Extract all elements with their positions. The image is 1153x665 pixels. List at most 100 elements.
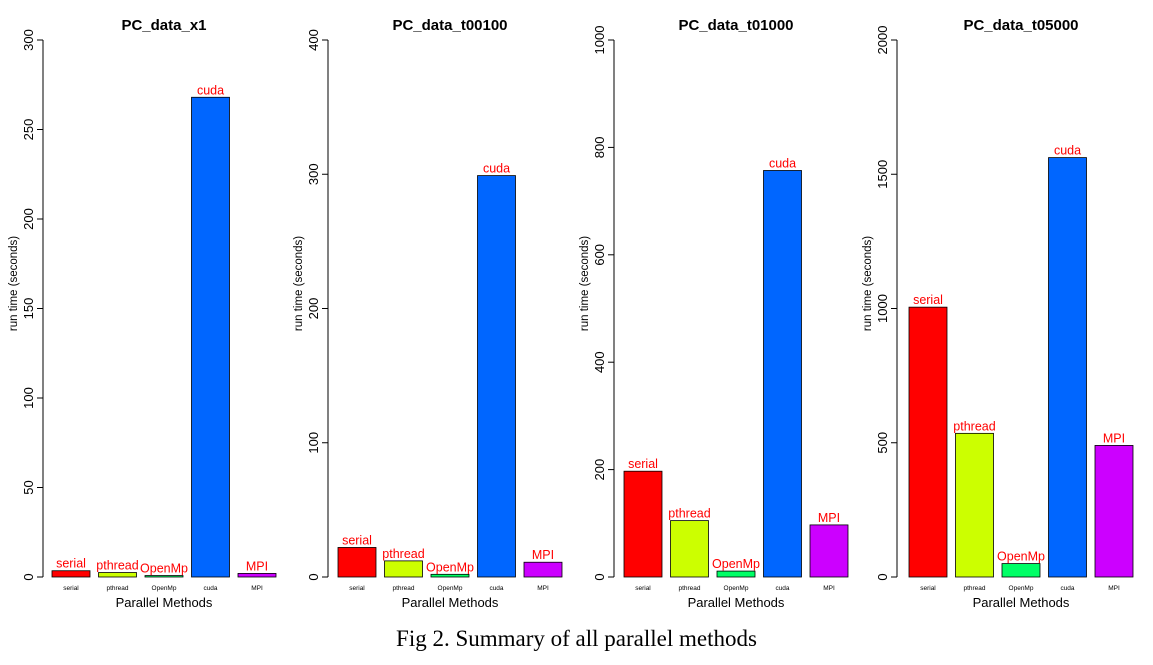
x-category-label: MPI bbox=[823, 585, 835, 592]
y-tick-label: 0 bbox=[875, 573, 890, 580]
bar-data-label: cuda bbox=[769, 156, 796, 170]
bar-data-label: MPI bbox=[246, 559, 268, 573]
bar-cuda bbox=[763, 170, 802, 578]
chart-title: PC_data_t00100 bbox=[392, 17, 507, 34]
bar-pthread bbox=[955, 432, 994, 578]
bar-mpi bbox=[1094, 445, 1134, 578]
x-category-label: MPI bbox=[1108, 585, 1120, 592]
bar-data-label: pthread bbox=[668, 507, 710, 521]
bar-data-label: OpenMp bbox=[712, 557, 760, 571]
y-tick-label: 1500 bbox=[875, 160, 890, 189]
bar-data-label: OpenMp bbox=[997, 550, 1045, 564]
x-category-label: serial bbox=[635, 585, 651, 592]
bar-mpi bbox=[809, 524, 849, 578]
bar-data-label: OpenMp bbox=[140, 562, 188, 576]
x-category-label: cuda bbox=[203, 585, 217, 592]
y-axis-label: run time (seconds) bbox=[862, 236, 874, 331]
x-category-label: MPI bbox=[537, 585, 549, 592]
bar-cuda bbox=[477, 175, 516, 578]
chart-title: PC_data_t01000 bbox=[678, 17, 793, 34]
y-tick-label: 0 bbox=[306, 573, 321, 580]
y-axis-label: run time (seconds) bbox=[8, 236, 20, 331]
bar-data-label: MPI bbox=[1103, 431, 1125, 445]
bar-data-label: serial bbox=[342, 533, 372, 547]
x-category-label: OpenMp bbox=[438, 585, 463, 592]
bar-mpi bbox=[523, 561, 563, 578]
bar-pthread bbox=[670, 520, 709, 578]
x-category-label: cuda bbox=[1060, 585, 1074, 592]
y-tick-label: 0 bbox=[592, 573, 607, 580]
chart-panel-3: PC_data_t01000 0 200 400 600 800 1000 run time … bbox=[579, 17, 849, 610]
y-tick-label: 600 bbox=[592, 244, 607, 266]
bar-data-label: OpenMp bbox=[426, 560, 474, 574]
x-category-label: pthread bbox=[392, 585, 414, 592]
y-tick-label: 0 bbox=[21, 573, 36, 580]
figure-caption: Fig 2. Summary of all parallel methods bbox=[396, 626, 757, 651]
bar-openmp bbox=[144, 575, 184, 578]
y-axis-label: run time (seconds) bbox=[579, 236, 591, 331]
bar-data-label: serial bbox=[913, 293, 943, 307]
y-tick-label: 1000 bbox=[592, 26, 607, 55]
x-category-label: serial bbox=[920, 585, 936, 592]
bar-serial bbox=[51, 570, 91, 578]
bar-serial bbox=[908, 306, 948, 578]
bar-pthread bbox=[384, 560, 423, 578]
chart-title: PC_data_x1 bbox=[121, 17, 206, 34]
x-category-label: OpenMp bbox=[724, 585, 749, 592]
x-axis-label: Parallel Methods bbox=[116, 595, 213, 610]
bar-pthread bbox=[98, 572, 137, 578]
x-category-label: OpenMp bbox=[152, 585, 177, 592]
bar-data-label: MPI bbox=[818, 511, 840, 525]
bar-openmp bbox=[430, 573, 470, 578]
x-category-label: pthread bbox=[106, 585, 128, 592]
y-tick-label: 800 bbox=[592, 137, 607, 159]
x-category-label: MPI bbox=[251, 585, 263, 592]
bar-data-label: serial bbox=[628, 457, 658, 471]
y-tick-label: 400 bbox=[592, 351, 607, 373]
bar-data-label: pthread bbox=[953, 419, 995, 433]
bar-serial bbox=[623, 470, 663, 578]
y-tick-label: 200 bbox=[306, 298, 321, 320]
bar-data-label: MPI bbox=[532, 548, 554, 562]
y-tick-label: 150 bbox=[21, 298, 36, 320]
x-category-label: serial bbox=[349, 585, 365, 592]
y-tick-label: 1000 bbox=[875, 294, 890, 323]
y-tick-label: 100 bbox=[21, 387, 36, 409]
y-tick-label: 200 bbox=[592, 459, 607, 481]
y-tick-label: 100 bbox=[306, 432, 321, 454]
y-tick-label: 50 bbox=[21, 480, 36, 494]
bar-mpi bbox=[237, 573, 277, 578]
bar-openmp bbox=[1001, 563, 1041, 578]
bar-serial bbox=[337, 547, 377, 578]
x-axis-label: Parallel Methods bbox=[402, 595, 499, 610]
bar-openmp bbox=[716, 570, 756, 578]
x-axis-label: Parallel Methods bbox=[688, 595, 785, 610]
bar-cuda bbox=[191, 96, 230, 578]
bar-data-label: cuda bbox=[197, 83, 224, 97]
x-axis-label: Parallel Methods bbox=[973, 595, 1070, 610]
x-category-label: pthread bbox=[963, 585, 985, 592]
chart-panel-2: PC_data_t00100 0 100 200 300 400 run time (sec… bbox=[293, 17, 563, 610]
x-category-label: pthread bbox=[678, 585, 700, 592]
y-tick-label: 400 bbox=[306, 29, 321, 51]
chart-panel-1: PC_data_x1 0 50 100 150 200 250 300 run time (se… bbox=[8, 17, 277, 610]
y-tick-label: 200 bbox=[21, 208, 36, 230]
x-category-label: cuda bbox=[489, 585, 503, 592]
y-axis-label: run time (seconds) bbox=[293, 236, 305, 331]
bar-data-label: cuda bbox=[483, 162, 510, 176]
chart-title: PC_data_t05000 bbox=[963, 17, 1078, 34]
bar-data-label: pthread bbox=[96, 559, 138, 573]
y-tick-label: 300 bbox=[21, 29, 36, 51]
chart-panel-4: PC_data_t05000 0 500 1000 1500 2000 run time (… bbox=[862, 17, 1134, 610]
bar-data-label: pthread bbox=[382, 547, 424, 561]
x-category-label: OpenMp bbox=[1009, 585, 1034, 592]
x-category-label: cuda bbox=[775, 585, 789, 592]
bar-data-label: cuda bbox=[1054, 144, 1081, 158]
x-category-label: serial bbox=[63, 585, 79, 592]
bar-data-label: serial bbox=[56, 557, 86, 571]
bar-cuda bbox=[1048, 157, 1087, 578]
y-tick-label: 2000 bbox=[875, 26, 890, 55]
y-tick-label: 500 bbox=[875, 432, 890, 454]
y-tick-label: 300 bbox=[306, 163, 321, 185]
